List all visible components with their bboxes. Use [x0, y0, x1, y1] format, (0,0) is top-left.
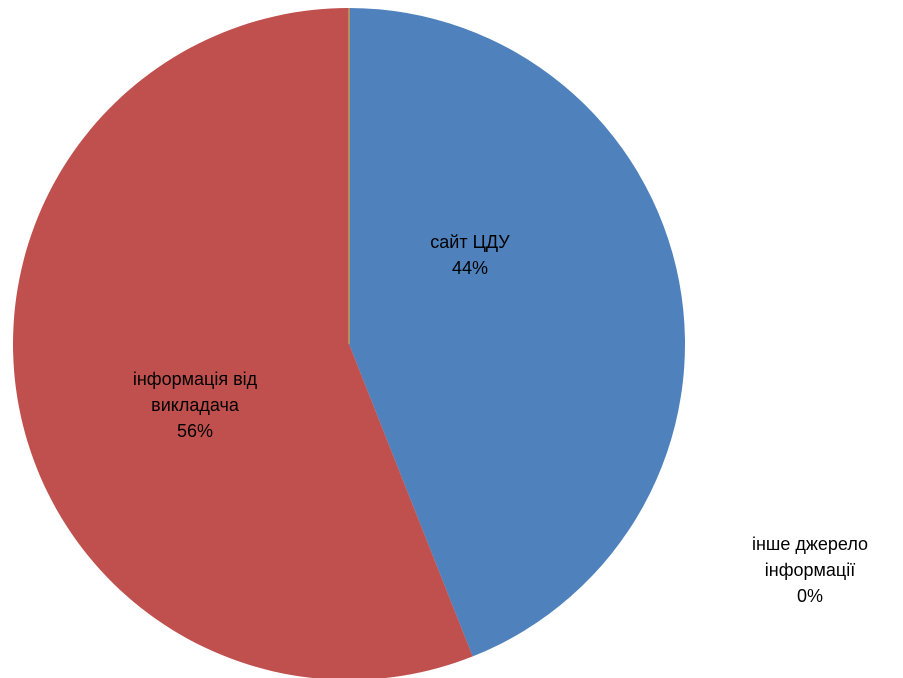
- data-label: сайт ЦДУ 44%: [370, 229, 570, 281]
- label-value: 44%: [451, 258, 489, 278]
- label-value: 0%: [796, 586, 823, 607]
- label-category: інформація від викладача: [132, 368, 258, 415]
- data-label: інше джерело інформації 0%: [715, 531, 903, 609]
- pie-slice: [13, 8, 473, 678]
- label-category: інше джерело інформації: [751, 533, 869, 580]
- label-category: сайт ЦДУ: [430, 231, 510, 252]
- label-value: 56%: [176, 421, 214, 442]
- data-label: інформація від викладача 56%: [95, 366, 295, 444]
- pie-slice: [349, 8, 686, 657]
